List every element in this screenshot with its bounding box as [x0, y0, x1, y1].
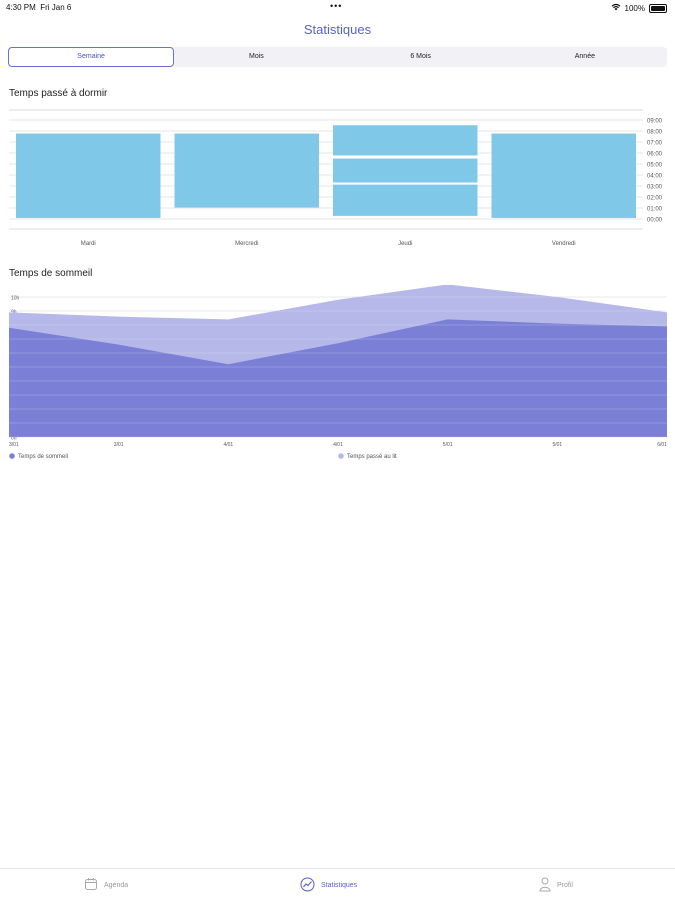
area-chart-x-tick-label: 4/01	[333, 442, 343, 448]
bar-chart-y-tick-label: 03:00	[647, 185, 663, 191]
area-chart-y-tick-label: 9h	[11, 310, 17, 316]
area-chart-x-tick-label: 6/01	[657, 442, 667, 448]
legend-dot	[338, 453, 344, 459]
segment-6-mois[interactable]: 6 Mois	[410, 53, 431, 60]
area-chart-x-tick-label: 3/01	[114, 442, 124, 448]
sleep-time-chart-title: Temps de sommeil	[9, 268, 93, 279]
area-chart-y-tick-label: 0h	[11, 436, 17, 442]
bar-chart-y-tick-label: 08:00	[647, 130, 663, 136]
bar-chart-y-tick-label: 00:00	[647, 218, 663, 224]
tab-profil-label: Profil	[557, 882, 573, 889]
chart-icon	[300, 877, 315, 894]
sleep-time-area	[9, 319, 667, 437]
sleep-bar	[491, 133, 636, 218]
bar-chart-y-tick-label: 04:00	[647, 174, 663, 180]
sleep-bar	[16, 133, 161, 218]
tab-agenda[interactable]: Agenda	[84, 877, 128, 893]
status-bar: 4:30 PM Fri Jan 6 ••• 100%	[0, 0, 675, 14]
sleep-bar	[333, 184, 478, 216]
bar-chart-y-tick-label: 07:00	[647, 141, 663, 147]
bar-chart-y-tick-label: 09:00	[647, 119, 663, 125]
legend-label: Temps de sommeil	[18, 454, 68, 460]
segment-semaine[interactable]: Semaine	[8, 47, 175, 67]
tab-statistiques-label: Statistiques	[321, 882, 358, 889]
sleep-bar	[333, 125, 478, 156]
area-chart-x-tick-label: 5/01	[552, 442, 562, 448]
area-chart-y-tick-label: 10h	[11, 296, 20, 302]
legend-dot	[9, 453, 15, 459]
page-title: Statistiques	[303, 22, 372, 37]
multitasking-dots[interactable]: •••	[330, 1, 343, 11]
status-time-text: 4:30 PM	[6, 3, 36, 12]
bar-chart-x-tick-label: Vendredi	[552, 241, 576, 247]
status-date-text: Fri Jan 6	[40, 3, 72, 12]
tab-statistiques[interactable]: Statistiques	[300, 877, 357, 894]
tab-bar: Agenda Statistiques Profil	[0, 868, 675, 901]
wifi-icon	[611, 3, 621, 13]
status-time: 4:30 PM Fri Jan 6	[6, 3, 71, 12]
bar-chart-y-tick-label: 02:00	[647, 196, 663, 202]
area-chart-x-tick-label: 4/01	[223, 442, 233, 448]
person-icon	[539, 877, 551, 894]
time-to-sleep-bar-chart: 09:00 08:00 07:00 06:00 05:00 04:00 03:00 02:00…	[9, 109, 663, 247]
area-chart-x-tick-label: 3/01	[9, 442, 19, 448]
battery-icon	[649, 3, 667, 13]
bar-chart-x-tick-label: Jeudi	[398, 241, 412, 247]
segment-mois[interactable]: Mois	[248, 53, 264, 60]
bar-chart-y-tick-label: 01:00	[647, 207, 663, 213]
bar-chart-y-tick-label: 06:00	[647, 152, 663, 158]
sleep-time-area-chart: 10h9h8h7h6h5h4h3h2h1h0h3/013/014/014/015…	[9, 285, 667, 460]
segment-annee[interactable]: Année	[574, 53, 595, 60]
tab-profil[interactable]: Profil	[539, 877, 573, 894]
area-chart-x-tick-label: 5/01	[443, 442, 453, 448]
bar-chart-x-tick-label: Mardi	[81, 241, 96, 247]
bar-chart-x-tick-label: Mercredi	[235, 241, 258, 247]
tab-agenda-label: Agenda	[104, 881, 129, 889]
sleep-duration-chart-title: Temps passé à dormir	[9, 88, 108, 99]
sleep-bar	[333, 158, 478, 183]
period-segmented-control: Semaine Mois 6 Mois Année	[8, 47, 667, 67]
calendar-icon	[84, 877, 98, 893]
status-right: 100%	[611, 3, 667, 13]
legend-label: Temps passé au lit	[347, 454, 397, 460]
bar-chart-y-tick-label: 05:00	[647, 163, 663, 169]
sleep-bar	[174, 133, 319, 208]
battery-percent: 100%	[624, 3, 645, 13]
